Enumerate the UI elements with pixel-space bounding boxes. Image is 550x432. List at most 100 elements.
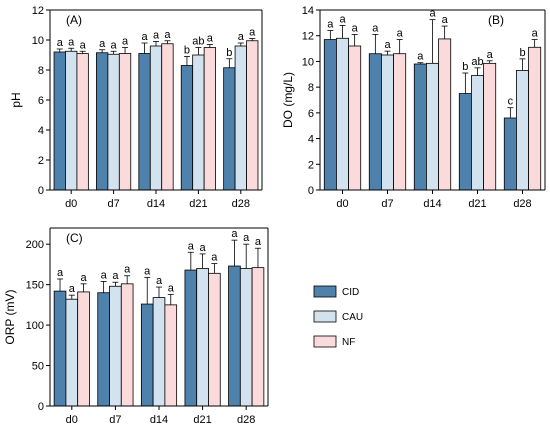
bar bbox=[53, 290, 67, 407]
legend: CID CAU NF bbox=[313, 285, 363, 348]
significance-letter: a bbox=[238, 31, 245, 43]
bar bbox=[109, 285, 122, 407]
bar bbox=[118, 53, 132, 191]
significance-letter: b bbox=[519, 47, 525, 59]
significance-letter: a bbox=[200, 242, 207, 254]
bar bbox=[208, 272, 221, 407]
x-tick-label: d7 bbox=[107, 198, 119, 210]
y-tick-label: 4 bbox=[308, 134, 314, 146]
significance-letter: a bbox=[144, 265, 151, 277]
bar bbox=[77, 291, 90, 407]
bar bbox=[192, 54, 205, 191]
significance-letter: a bbox=[168, 282, 175, 294]
panel-label: (B) bbox=[488, 13, 504, 27]
significance-letter: a bbox=[339, 13, 346, 25]
panel-label: (C) bbox=[66, 231, 83, 245]
significance-letter: a bbox=[255, 236, 262, 248]
legend-label: CAU bbox=[342, 312, 363, 323]
legend-swatch bbox=[313, 285, 337, 298]
bar bbox=[76, 53, 89, 191]
y-tick-label: 6 bbox=[308, 108, 314, 120]
significance-letter: a bbox=[81, 272, 88, 284]
x-tick-label: d28 bbox=[237, 414, 255, 426]
bar bbox=[381, 54, 394, 191]
legend-label: CID bbox=[342, 287, 359, 298]
significance-letter: a bbox=[327, 19, 334, 31]
y-tick-label: 12 bbox=[302, 31, 314, 43]
significance-letter: a bbox=[80, 39, 87, 51]
bar bbox=[65, 50, 78, 191]
y-tick-label: 200 bbox=[26, 239, 44, 251]
significance-letter: a bbox=[429, 8, 436, 20]
bar bbox=[368, 53, 382, 191]
bar bbox=[161, 43, 174, 191]
bar bbox=[516, 70, 529, 191]
bar bbox=[96, 52, 109, 191]
bar bbox=[336, 37, 349, 191]
bar bbox=[65, 298, 79, 407]
bar bbox=[107, 53, 120, 191]
significance-letter: a bbox=[188, 240, 195, 252]
bar bbox=[152, 297, 166, 407]
significance-letter: a bbox=[68, 36, 75, 48]
significance-letter: c bbox=[508, 96, 514, 108]
significance-letter: a bbox=[124, 264, 131, 276]
significance-letter: a bbox=[442, 14, 449, 26]
legend-swatch bbox=[313, 310, 337, 323]
x-tick-label: d28 bbox=[513, 198, 531, 210]
significance-letter: a bbox=[231, 228, 238, 240]
x-tick-label: d14 bbox=[423, 198, 441, 210]
x-tick-label: d0 bbox=[65, 198, 77, 210]
bar bbox=[164, 304, 178, 407]
y-tick-label: 50 bbox=[32, 361, 44, 373]
bar bbox=[223, 67, 236, 191]
bar bbox=[180, 65, 194, 191]
significance-letter: a bbox=[111, 39, 118, 51]
significance-letter: a bbox=[487, 49, 494, 61]
significance-letter: a bbox=[397, 28, 404, 40]
x-tick-label: d0 bbox=[66, 414, 78, 426]
bar bbox=[120, 283, 134, 407]
bar bbox=[438, 38, 452, 191]
y-axis-label: ORP (mV) bbox=[3, 289, 17, 344]
bar bbox=[458, 93, 472, 191]
y-tick-label: 14 bbox=[302, 5, 314, 17]
y-tick-label: 2 bbox=[38, 155, 44, 167]
y-tick-label: 6 bbox=[38, 95, 44, 107]
significance-letter: a bbox=[122, 36, 129, 48]
legend-swatch bbox=[313, 335, 337, 348]
x-tick-label: d21 bbox=[189, 198, 207, 210]
significance-letter: a bbox=[101, 269, 108, 281]
bar bbox=[528, 46, 542, 191]
bar bbox=[251, 267, 265, 407]
significance-letter: a bbox=[243, 232, 250, 244]
y-axis-label: pH bbox=[9, 92, 23, 107]
y-tick-label: 12 bbox=[32, 5, 44, 17]
y-tick-label: 8 bbox=[308, 82, 314, 94]
x-tick-label: d28 bbox=[232, 198, 250, 210]
significance-letter: a bbox=[384, 39, 391, 51]
x-tick-label: d7 bbox=[109, 414, 121, 426]
significance-letter: a bbox=[249, 27, 256, 39]
bar bbox=[140, 303, 154, 407]
bar bbox=[471, 75, 484, 191]
bar bbox=[53, 51, 66, 191]
bar bbox=[426, 62, 439, 191]
y-tick-label: 2 bbox=[308, 159, 314, 171]
bar bbox=[323, 39, 337, 191]
bar bbox=[246, 40, 259, 191]
significance-letter: ab bbox=[471, 56, 483, 68]
significance-letter: a bbox=[211, 252, 218, 264]
bar bbox=[97, 292, 110, 407]
bar bbox=[138, 53, 151, 191]
bar bbox=[234, 45, 247, 191]
significance-letter: a bbox=[352, 22, 359, 34]
bar bbox=[413, 63, 427, 191]
significance-letter: a bbox=[57, 267, 64, 279]
significance-letter: b bbox=[184, 45, 190, 57]
bar bbox=[149, 45, 163, 191]
